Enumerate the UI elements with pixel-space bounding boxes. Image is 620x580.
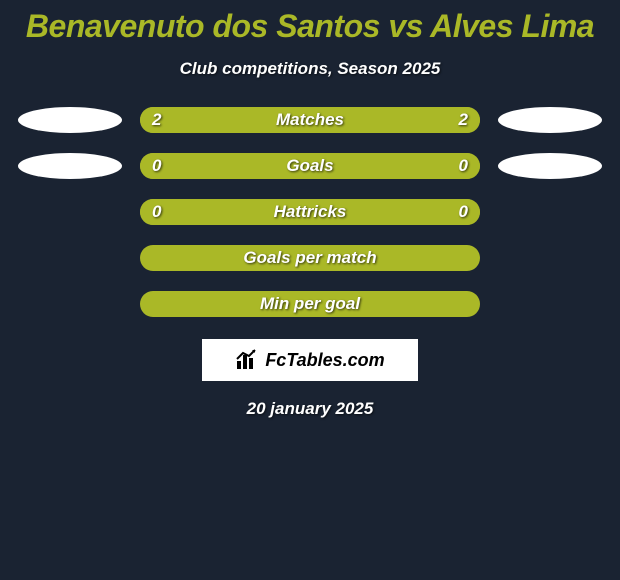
- stat-row: Goals00: [0, 153, 620, 179]
- stat-row: Goals per match: [0, 245, 620, 271]
- date-text: 20 january 2025: [0, 399, 620, 419]
- avatar-spacer: [498, 291, 602, 317]
- stat-row: Matches22: [0, 107, 620, 133]
- player-left-avatar: [18, 107, 122, 133]
- stat-bar: Goals00: [140, 153, 480, 179]
- player-left-avatar: [18, 153, 122, 179]
- bar-fill-left: [140, 153, 480, 179]
- avatar-spacer: [18, 199, 122, 225]
- stat-bar: Goals per match: [140, 245, 480, 271]
- bar-fill-left: [140, 107, 310, 133]
- subtitle: Club competitions, Season 2025: [0, 59, 620, 79]
- stat-row: Hattricks00: [0, 199, 620, 225]
- stat-row: Min per goal: [0, 291, 620, 317]
- avatar-spacer: [18, 245, 122, 271]
- avatar-spacer: [498, 199, 602, 225]
- stat-label: Min per goal: [140, 291, 480, 317]
- bar-fill-left: [140, 199, 480, 225]
- chart-icon: [235, 349, 259, 371]
- branding-badge: FcTables.com: [202, 339, 418, 381]
- avatar-spacer: [498, 245, 602, 271]
- bar-fill-right: [310, 107, 480, 133]
- stats-container: Matches22 Goals00 Hattricks00 Goals per mat…: [0, 107, 620, 317]
- stat-label: Goals per match: [140, 245, 480, 271]
- stat-bar: Hattricks00: [140, 199, 480, 225]
- player-right-avatar: [498, 107, 602, 133]
- page-title: Benavenuto dos Santos vs Alves Lima: [0, 0, 620, 45]
- avatar-spacer: [18, 291, 122, 317]
- player-right-avatar: [498, 153, 602, 179]
- branding-text: FcTables.com: [265, 350, 384, 371]
- stat-bar: Min per goal: [140, 291, 480, 317]
- stat-bar: Matches22: [140, 107, 480, 133]
